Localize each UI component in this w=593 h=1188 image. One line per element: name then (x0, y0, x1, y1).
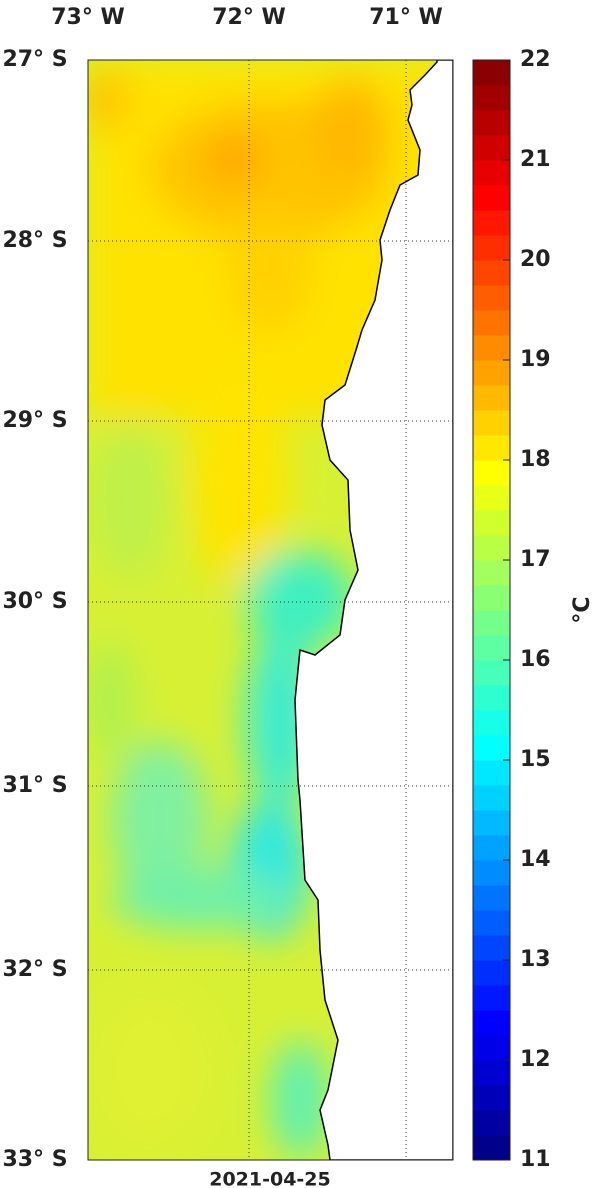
lon-label: 71° W (369, 5, 443, 30)
colorbar-band (473, 785, 510, 811)
colorbar-tick-label: 15 (520, 747, 551, 772)
land (294, 60, 453, 1160)
colorbar-band (473, 1060, 510, 1086)
colorbar-band (473, 935, 510, 961)
colorbar-band (473, 585, 510, 611)
colorbar-tick-label: 13 (520, 947, 551, 972)
colorbar-band (473, 160, 510, 186)
colorbar-band (473, 460, 510, 486)
colorbar-tick-label: 22 (520, 47, 551, 72)
colorbar-band (473, 135, 510, 161)
colorbar-band (473, 185, 510, 211)
date-label: 2021-04-25 (209, 1169, 331, 1188)
colorbar-band (473, 110, 510, 136)
colorbar-band (473, 1035, 510, 1061)
colorbar-tick-label: 18 (520, 447, 551, 472)
colorbar-band (473, 210, 510, 236)
colorbar-band (473, 760, 510, 786)
colorbar-band (473, 385, 510, 411)
lat-label: 32° S (2, 957, 67, 982)
colorbar-band (473, 1110, 510, 1136)
colorbar-band (473, 1010, 510, 1036)
colorbar-band (473, 310, 510, 336)
colorbar-band (473, 985, 510, 1011)
colorbar-band (473, 610, 510, 636)
lat-label: 30° S (2, 589, 67, 614)
colorbar-band (473, 260, 510, 286)
lon-label: 73° W (51, 5, 125, 30)
colorbar-band (473, 810, 510, 836)
colorbar-band (473, 535, 510, 561)
colorbar-band (473, 910, 510, 936)
colorbar-tick-label: 20 (520, 247, 551, 272)
colorbar-band (473, 885, 510, 911)
colorbar-band (473, 485, 510, 511)
lat-label: 28° S (2, 228, 67, 253)
colorbar-band (473, 1135, 510, 1161)
colorbar-tick-label: 11 (520, 1147, 551, 1172)
lat-label: 27° S (2, 47, 67, 72)
graticule: 73° W 72° W 71° W 27° S 28° S 29° S 30° S 31° S… (2, 5, 453, 1172)
colorbar-band (473, 235, 510, 261)
colorbar-band (473, 860, 510, 886)
lat-label: 29° S (2, 408, 67, 433)
colorbar-tick-label: 16 (520, 647, 551, 672)
colorbar-band (473, 660, 510, 686)
colorbar-band (473, 435, 510, 461)
colorbar: 11 12 13 14 15 16 17 18 19 20 21 22 (473, 47, 551, 1172)
lat-label: 31° S (2, 773, 67, 798)
colorbar-band (473, 735, 510, 761)
colorbar-band (473, 510, 510, 536)
colorbar-frame (472, 59, 511, 1161)
colorbar-band (473, 360, 510, 386)
colorbar-tick-label: 19 (520, 347, 551, 372)
colorbar-band (473, 835, 510, 861)
colorbar-band (473, 635, 510, 661)
colorbar-band (473, 685, 510, 711)
colorbar-band (473, 285, 510, 311)
colorbar-tick-label: 12 (520, 1047, 551, 1072)
colorbar-band (473, 960, 510, 986)
colorbar-band (473, 710, 510, 736)
colorbar-tick-label: 21 (520, 147, 551, 172)
colorbar-band (473, 560, 510, 586)
colorbar-tick-label: 14 (520, 847, 551, 872)
sst-field (88, 60, 453, 1160)
lat-label: 33° S (2, 1147, 67, 1172)
lon-label: 72° W (212, 5, 286, 30)
colorbar-band (473, 335, 510, 361)
colorbar-label: °C (570, 596, 593, 623)
colorbar-band (473, 60, 510, 86)
map-frame (87, 59, 454, 1161)
colorbar-band (473, 1085, 510, 1111)
colorbar-tick-label: 17 (520, 547, 551, 572)
colorbar-band (473, 85, 510, 111)
colorbar-band (473, 410, 510, 436)
